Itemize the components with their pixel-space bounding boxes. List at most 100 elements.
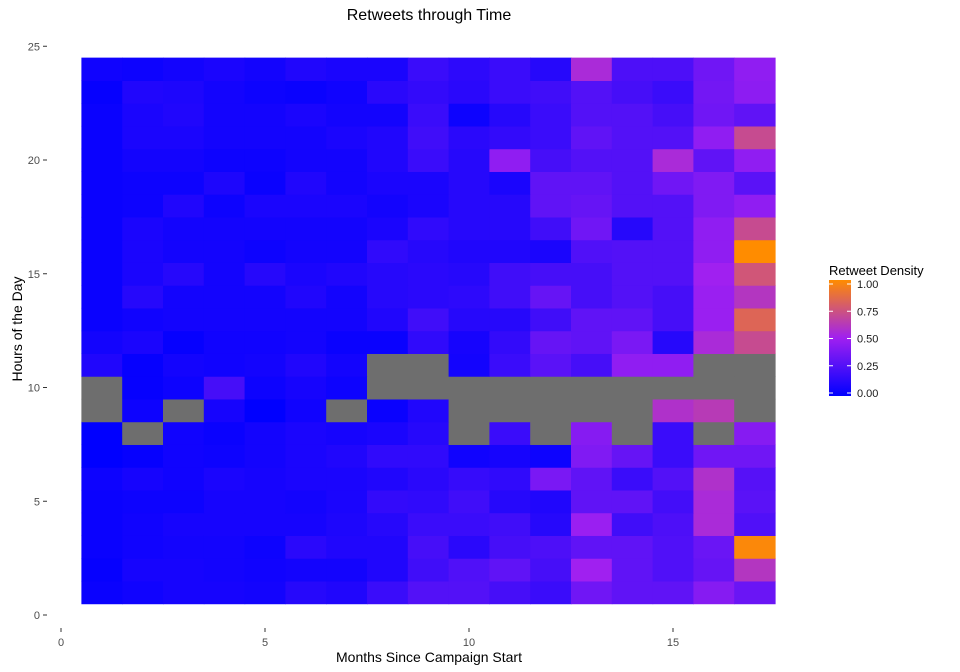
heatmap-cell: [611, 398, 654, 423]
heatmap-cell: [611, 262, 654, 286]
heatmap-cell: [163, 421, 205, 445]
heatmap-cell: [81, 512, 123, 536]
heatmap-cell: [203, 489, 246, 514]
heatmap-cell: [81, 535, 123, 559]
heatmap-cell: [367, 171, 409, 195]
heatmap-cell: [367, 444, 409, 468]
heatmap-cell: [448, 467, 490, 491]
heatmap-cell: [530, 421, 572, 445]
heatmap-cell: [203, 148, 246, 172]
heatmap-cell: [203, 57, 246, 81]
heatmap-cell: [122, 194, 164, 218]
heatmap-cell: [244, 148, 286, 172]
heatmap-cell: [407, 285, 450, 309]
y-tick-label: 15: [28, 269, 40, 281]
heatmap-cell: [122, 148, 164, 172]
heatmap-cell: [652, 376, 694, 400]
heatmap-cell: [326, 330, 368, 354]
heatmap-cell: [367, 580, 409, 605]
y-tick-label: 5: [34, 496, 40, 508]
heatmap-cell: [244, 489, 286, 514]
heatmap-cell: [571, 285, 613, 309]
heatmap-cell: [203, 216, 246, 241]
heatmap-cell: [611, 148, 654, 172]
heatmap-cell: [407, 489, 450, 514]
heatmap-cell: [530, 580, 572, 605]
heatmap-cell: [652, 558, 694, 582]
heatmap-cell: [693, 330, 735, 354]
heatmap-cell: [489, 125, 531, 150]
heatmap-cell: [285, 444, 327, 468]
heatmap-cell: [285, 421, 327, 445]
heatmap-cell: [285, 171, 327, 195]
heatmap-cell: [122, 216, 164, 241]
heatmap-cell: [448, 80, 490, 104]
x-tick-label: 15: [667, 637, 679, 649]
heatmap-cell: [734, 148, 776, 172]
heatmap-cell: [448, 262, 490, 286]
heatmap-cell: [81, 489, 123, 514]
heatmap-cell: [571, 103, 613, 127]
heatmap-cell: [203, 467, 246, 491]
heatmap-cell: [244, 57, 286, 81]
heatmap-cell: [489, 171, 531, 195]
heatmap-cell: [652, 444, 694, 468]
heatmap-cell: [163, 239, 205, 263]
heatmap-cell: [652, 512, 694, 536]
heatmap-cell: [122, 467, 164, 491]
heatmap-cell: [734, 535, 776, 559]
heatmap-cell: [448, 194, 490, 218]
heatmap-cell: [285, 535, 327, 559]
heatmap-cell: [571, 398, 613, 423]
heatmap-cell: [163, 444, 205, 468]
heatmap-cell: [326, 171, 368, 195]
heatmap-cell: [407, 80, 450, 104]
heatmap-cell: [81, 467, 123, 491]
heatmap-cell: [122, 57, 164, 81]
heatmap-cell: [244, 376, 286, 400]
heatmap-cell: [571, 421, 613, 445]
heatmap-cell: [122, 307, 164, 332]
heatmap-cell: [163, 103, 205, 127]
heatmap-cell: [652, 398, 694, 423]
heatmap-cell: [407, 398, 450, 423]
heatmap-cell: [203, 558, 246, 582]
heatmap-cell: [448, 512, 490, 536]
heatmap-cell: [530, 171, 572, 195]
heatmap-cell: [244, 512, 286, 536]
heatmap-cell: [407, 535, 450, 559]
heatmap-cell: [203, 421, 246, 445]
heatmap-cell: [571, 535, 613, 559]
heatmap-cell: [530, 262, 572, 286]
heatmap-cell: [530, 467, 572, 491]
heatmap-cell: [163, 307, 205, 332]
heatmap-cell: [448, 216, 490, 241]
heatmap-cell: [611, 57, 654, 81]
heatmap-cell: [367, 148, 409, 172]
heatmap-cell: [367, 80, 409, 104]
heatmap-cell: [285, 398, 327, 423]
heatmap-cell: [530, 489, 572, 514]
heatmap-cell: [530, 216, 572, 241]
heatmap-cell: [81, 285, 123, 309]
heatmap-cell: [163, 398, 205, 423]
heatmap-cell: [326, 444, 368, 468]
heatmap-cell: [489, 535, 531, 559]
heatmap-cell: [611, 467, 654, 491]
heatmap-cell: [81, 580, 123, 605]
heatmap-cell: [611, 444, 654, 468]
heatmap-cell: [530, 57, 572, 81]
heatmap-cell: [81, 125, 123, 150]
heatmap-cell: [244, 580, 286, 605]
heatmap-cell: [244, 421, 286, 445]
heatmap-cell: [652, 353, 694, 377]
heatmap-cell: [448, 307, 490, 332]
heatmap-cell: [326, 125, 368, 150]
heatmap-cell: [163, 330, 205, 354]
heatmap-cell: [734, 580, 776, 605]
heatmap-cell: [122, 580, 164, 605]
heatmap-cell: [571, 80, 613, 104]
x-tick-label: 10: [463, 637, 475, 649]
heatmap-cell: [530, 398, 572, 423]
heatmap-cell: [244, 330, 286, 354]
